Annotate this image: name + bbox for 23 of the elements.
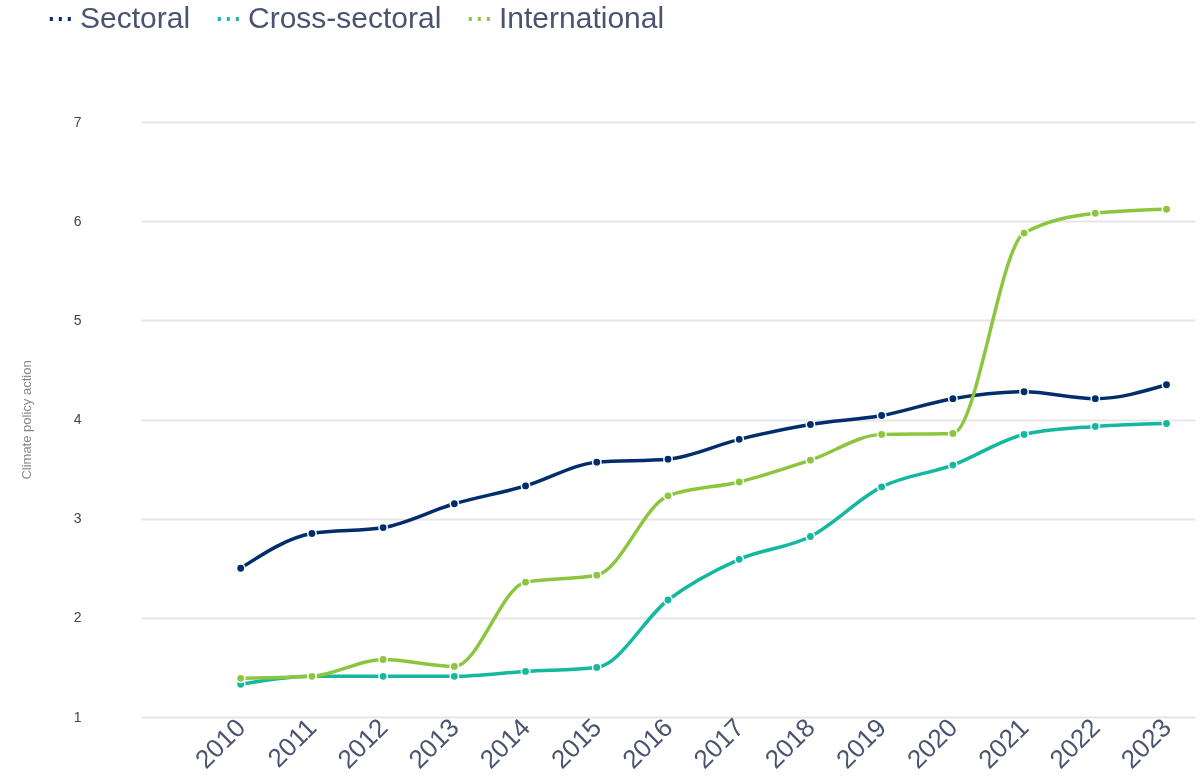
- y-axis-title: Climate policy action: [18, 360, 34, 480]
- point: [1019, 228, 1030, 238]
- point: [663, 595, 673, 605]
- point: [235, 563, 246, 574]
- point: [591, 570, 602, 581]
- point: [734, 477, 745, 487]
- y-tick-label: 3: [73, 510, 82, 527]
- y-tick-label: 6: [73, 212, 82, 229]
- point: [1090, 208, 1101, 219]
- y-tick-label: 1: [73, 708, 82, 725]
- point: [1161, 418, 1172, 429]
- y-tick-label: 4: [73, 411, 82, 427]
- point: [805, 419, 816, 430]
- legend-label: Sectoral: [80, 1, 191, 34]
- point: [876, 482, 887, 492]
- y-tick-label: 7: [73, 113, 82, 130]
- point: [947, 460, 958, 471]
- point: [734, 554, 745, 565]
- legend-label: Cross-sectoral: [248, 1, 442, 34]
- legend-label: International: [499, 1, 665, 34]
- y-tick-label: 2: [73, 609, 82, 626]
- point: [520, 481, 531, 491]
- y-tick-label: 5: [73, 311, 82, 328]
